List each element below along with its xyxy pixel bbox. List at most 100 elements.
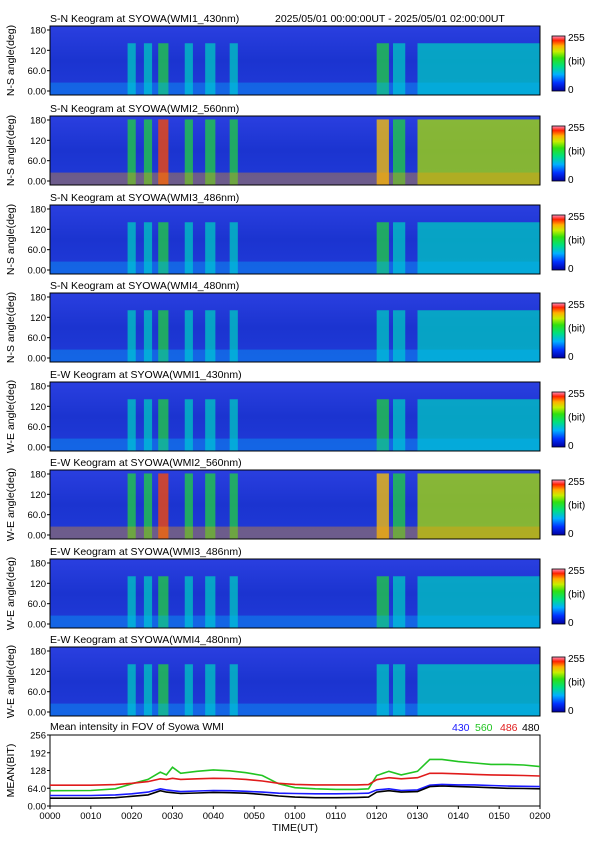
keogram-structure — [143, 576, 153, 628]
keogram-structure — [143, 473, 153, 539]
colorbar-unit-label: (bit) — [568, 57, 585, 68]
keogram-band — [50, 526, 540, 539]
y-axis-label: N-S angle(deg) — [5, 204, 17, 275]
keogram-structure — [158, 576, 169, 628]
keogram-structure — [393, 43, 406, 95]
y-axis-label: N-S angle(deg) — [5, 115, 17, 186]
series-line-560 — [49, 758, 541, 792]
keogram-panel: E-W Keogram at SYOWA(WMI3_486nm) 180 120 60… — [5, 546, 585, 631]
keogram-structure — [393, 576, 406, 628]
keogram-structure — [376, 473, 389, 539]
line-title: Mean intensity in FOV of Syowa WMI — [50, 721, 224, 733]
y-tick-label: 120 — [30, 667, 46, 678]
keogram-structure — [376, 399, 389, 451]
y-tick-label: 180 — [30, 470, 46, 481]
panel-title: E-W Keogram at SYOWA(WMI1_430nm) — [50, 369, 242, 381]
y-tick-label: 60.0 — [28, 156, 47, 167]
y-tick-label: 180 — [30, 205, 46, 216]
panel-title: E-W Keogram at SYOWA(WMI2_560nm) — [50, 457, 242, 469]
keogram-structure — [205, 119, 216, 185]
keogram-structure — [205, 222, 216, 274]
keogram-structure — [417, 473, 540, 539]
y-tick-label: 0.00 — [28, 708, 47, 719]
legend-560: 560 — [475, 722, 493, 734]
colorbar — [551, 35, 566, 92]
y-tick-label: 60.0 — [28, 422, 47, 433]
colorbar-min-label: 0 — [568, 529, 574, 540]
keogram-band — [50, 438, 540, 451]
x-tick-label: 0050 — [244, 811, 265, 822]
keogram-structure — [229, 473, 238, 539]
keogram-panel: S-N Keogram at SYOWA(WMI3_486nm) 180 120 60… — [5, 192, 585, 277]
keogram-structure — [417, 222, 540, 274]
colorbar-max-label: 255 — [568, 389, 585, 400]
keogram-structure — [158, 664, 169, 716]
keogram-structure — [127, 664, 136, 716]
colorbar-max-label: 255 — [568, 123, 585, 134]
keogram-structure — [205, 473, 216, 539]
colorbar-unit-label: (bit) — [568, 236, 585, 247]
x-axis-label: TIME(UT) — [272, 822, 318, 834]
x-tick-label: 0030 — [162, 811, 183, 822]
keogram-panel: E-W Keogram at SYOWA(WMI4_480nm) 180 120 60… — [5, 634, 585, 719]
y-tick-label: 120 — [30, 46, 46, 57]
keogram-structure — [229, 222, 238, 274]
y-tick-label: 0.00 — [28, 177, 47, 188]
keogram-band — [50, 261, 540, 274]
colorbar-min-label: 0 — [568, 441, 574, 452]
y-axis-label: MEAN(BIT) — [5, 744, 17, 798]
keogram-structure — [143, 399, 153, 451]
y-axis-label: W-E angle(deg) — [5, 557, 17, 630]
keogram-structure — [205, 664, 216, 716]
y-tick-label: 0.00 — [28, 354, 47, 365]
keogram-structure — [184, 310, 193, 362]
series-line-486 — [50, 772, 541, 787]
y-tick-label: 60.0 — [28, 687, 47, 698]
keogram-structure — [158, 43, 169, 95]
colorbar-unit-label: (bit) — [568, 147, 585, 158]
colorbar-min-label: 0 — [568, 618, 574, 629]
series-line-430 — [50, 783, 541, 797]
keogram-band — [50, 703, 540, 716]
x-tick-label: 0150 — [489, 811, 510, 822]
colorbar — [551, 391, 566, 448]
keogram-panel: E-W Keogram at SYOWA(WMI2_560nm) 180 120 60… — [5, 457, 585, 542]
keogram-structure — [127, 399, 136, 451]
keogram-structure — [229, 664, 238, 716]
keogram-structure — [393, 664, 406, 716]
keogram-band — [50, 349, 540, 362]
colorbar-max-label: 255 — [568, 300, 585, 311]
panel-title: E-W Keogram at SYOWA(WMI4_480nm) — [50, 634, 242, 646]
y-tick-label: 0.00 — [28, 620, 47, 631]
keogram-structure — [393, 399, 406, 451]
keogram-structure — [417, 576, 540, 628]
colorbar-max-label: 255 — [568, 566, 585, 577]
keogram-panel: S-N Keogram at SYOWA(WMI1_430nm) 2025/05/… — [5, 13, 585, 98]
y-tick-label: 180 — [30, 647, 46, 658]
x-tick-label: 0100 — [284, 811, 305, 822]
legend-480: 480 — [522, 722, 540, 734]
keogram-structure — [417, 119, 540, 185]
y-tick-label: 64.0 — [28, 784, 47, 795]
x-tick-label: 0000 — [39, 811, 60, 822]
y-tick-label: 180 — [30, 26, 46, 37]
keogram-structure — [376, 576, 389, 628]
keogram-structure — [143, 119, 153, 185]
keogram-structure — [127, 43, 136, 95]
x-tick-label: 0120 — [366, 811, 387, 822]
colorbar-unit-label: (bit) — [568, 590, 585, 601]
colorbar — [551, 302, 566, 359]
panel-frame — [49, 381, 541, 452]
keogram-structure — [158, 119, 169, 185]
keogram-structure — [205, 310, 216, 362]
keogram-structure — [127, 473, 136, 539]
panel-frame — [49, 646, 541, 717]
colorbar-unit-label: (bit) — [568, 678, 585, 689]
colorbar-unit-label: (bit) — [568, 501, 585, 512]
panel-title: S-N Keogram at SYOWA(WMI1_430nm) — [50, 13, 239, 25]
y-axis-label: W-E angle(deg) — [5, 645, 17, 718]
panel-frame — [49, 115, 541, 186]
keogram-structure — [393, 222, 406, 274]
y-tick-label: 256 — [30, 731, 46, 742]
colorbar — [551, 214, 566, 271]
